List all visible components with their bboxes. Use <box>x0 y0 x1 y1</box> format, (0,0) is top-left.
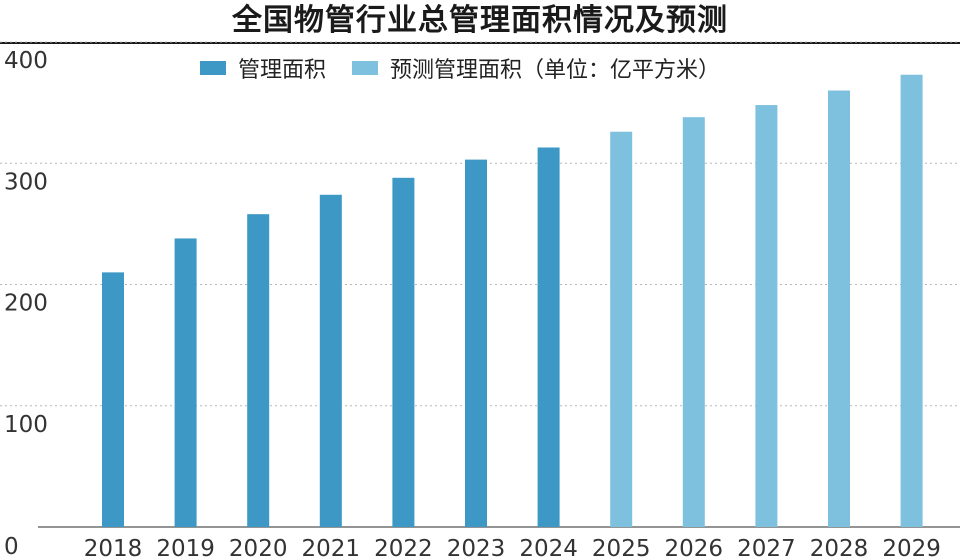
bar-actual-2020 <box>247 214 270 528</box>
bar-actual-2023 <box>465 159 487 528</box>
x-tick-label: 2026 <box>665 536 724 558</box>
bar-actual-2019 <box>174 238 197 528</box>
x-tick-label: 2020 <box>229 536 288 558</box>
bar-forecast-2025 <box>610 131 633 527</box>
bar-actual-2018 <box>102 272 124 527</box>
x-tick-label: 2021 <box>302 536 361 558</box>
chart-legend: 管理面积 预测管理面积（单位：亿平方米） <box>200 52 746 84</box>
y-tick-label: 300 <box>4 169 48 195</box>
legend-item-forecast: 预测管理面积（单位：亿平方米） <box>352 52 720 84</box>
legend-swatch-actual <box>200 61 226 75</box>
bar-actual-2021 <box>319 194 342 527</box>
bar-forecast-2029 <box>900 74 923 528</box>
y-tick-label: 400 <box>4 48 48 74</box>
title-divider <box>0 42 960 44</box>
bar-actual-2022 <box>392 177 415 528</box>
bar-actual-2024 <box>537 147 560 528</box>
y-tick-label: 0 <box>4 534 19 558</box>
legend-item-actual: 管理面积 <box>200 52 326 84</box>
x-tick-label: 2023 <box>447 536 506 558</box>
x-tick-label: 2029 <box>882 536 941 558</box>
x-tick-label: 2027 <box>737 536 796 558</box>
y-tick-label: 200 <box>4 291 48 317</box>
bar-forecast-2028 <box>828 90 850 527</box>
chart-title: 全国物管行业总管理面积情况及预测 <box>232 3 728 38</box>
bar-forecast-2027 <box>755 105 778 528</box>
legend-swatch-forecast <box>352 61 379 75</box>
y-tick-label: 100 <box>4 412 48 438</box>
x-tick-label: 2019 <box>156 536 215 558</box>
bar-forecast-2026 <box>682 117 705 528</box>
x-tick-label: 2024 <box>519 536 578 558</box>
legend-label-forecast: 预测管理面积（单位：亿平方米） <box>390 58 721 83</box>
x-tick-label: 2028 <box>810 536 869 558</box>
x-tick-label: 2022 <box>374 536 433 558</box>
x-tick-label: 2025 <box>592 536 651 558</box>
x-tick-label: 2018 <box>84 536 143 558</box>
legend-label-actual: 管理面积 <box>238 58 327 83</box>
